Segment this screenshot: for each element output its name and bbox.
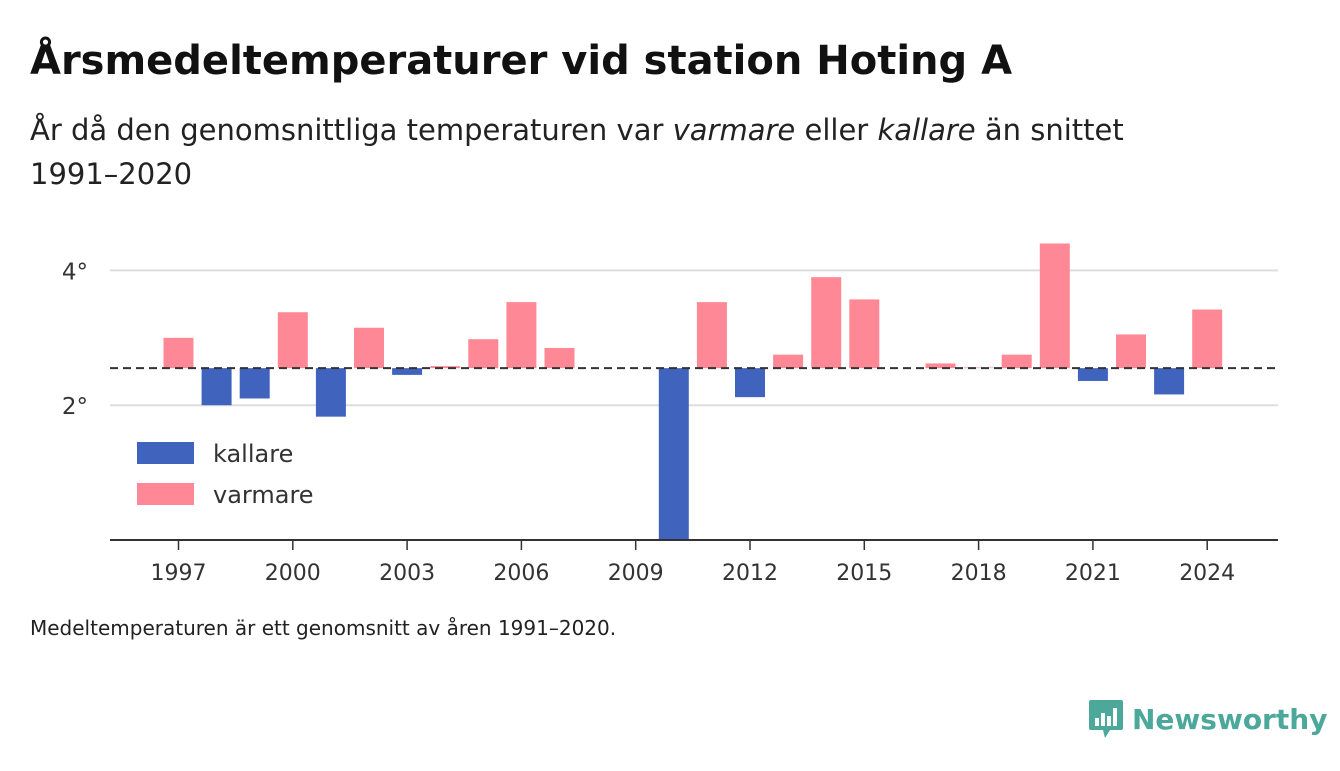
x-tick-label-2024: 2024 [1179, 561, 1235, 586]
x-tick-label-2018: 2018 [951, 561, 1007, 586]
x-tick-label-2006: 2006 [493, 561, 549, 586]
chart-subtitle: År då den genomsnittliga temperaturen va… [30, 108, 1210, 196]
bar-1997 [163, 337, 194, 369]
legend-label-warmer: varmare [213, 481, 314, 509]
brand-name: Newsworthy [1132, 702, 1328, 736]
bar-2005 [468, 339, 499, 369]
bar-2017 [925, 363, 956, 369]
y-tick-label-0: 2° [62, 394, 88, 420]
x-tick-label-2015: 2015 [836, 561, 892, 586]
bar-2001 [315, 368, 346, 417]
subtitle-colder: kallare [877, 113, 976, 147]
bar-2004 [430, 366, 461, 369]
legend-label-colder: kallare [213, 440, 293, 468]
subtitle-text-1: År då den genomsnittliga temperaturen va… [30, 113, 673, 147]
bar-2014 [811, 277, 842, 369]
bar-chart: 2° 4° 1997 2000 2003 2006 2009 2012 2015 2018 2021… [62, 243, 1278, 586]
footnote: Medeltemperaturen är ett genomsnitt av å… [30, 616, 617, 640]
bar-2022 [1116, 334, 1146, 369]
bar-2010 [658, 368, 689, 540]
bar-2015 [849, 299, 880, 369]
newsworthy-logo-icon [1089, 700, 1123, 738]
subtitle-warmer: varmare [672, 113, 796, 147]
x-tick-label-2009: 2009 [608, 561, 664, 586]
bar-2024 [1192, 309, 1223, 369]
legend-swatch-warmer [137, 483, 194, 505]
bar-2007 [544, 347, 575, 369]
page-title: Årsmedeltemperaturer vid station Hoting … [30, 38, 1013, 84]
bar-2023 [1154, 368, 1185, 395]
bar-2013 [773, 354, 804, 369]
bar-2018 [963, 367, 994, 369]
bar-1999 [239, 368, 270, 399]
bar-2003 [392, 368, 423, 375]
x-tick-label-2000: 2000 [265, 561, 321, 586]
bar-1998 [201, 368, 232, 406]
x-tick-label-2012: 2012 [722, 561, 778, 586]
x-tick-label-1997: 1997 [151, 561, 207, 586]
bar-2000 [277, 312, 308, 369]
bar-2020 [1039, 243, 1070, 369]
bar-2021 [1077, 368, 1108, 381]
legend-swatch-colder [137, 442, 194, 464]
x-tick-label-2021: 2021 [1065, 561, 1121, 586]
bar-2019 [1001, 354, 1032, 369]
x-tick-label-2003: 2003 [379, 561, 435, 586]
subtitle-text-2: eller [795, 113, 878, 147]
bar-2006 [506, 302, 537, 369]
bar-2002 [354, 327, 384, 369]
bar-2012 [735, 368, 765, 398]
brand-logo: Newsworthy [1088, 698, 1327, 740]
bar-2011 [696, 302, 727, 369]
y-tick-label-1: 4° [62, 259, 88, 285]
subtitle-text-3: än snittet 1991–2020 [30, 113, 1124, 191]
